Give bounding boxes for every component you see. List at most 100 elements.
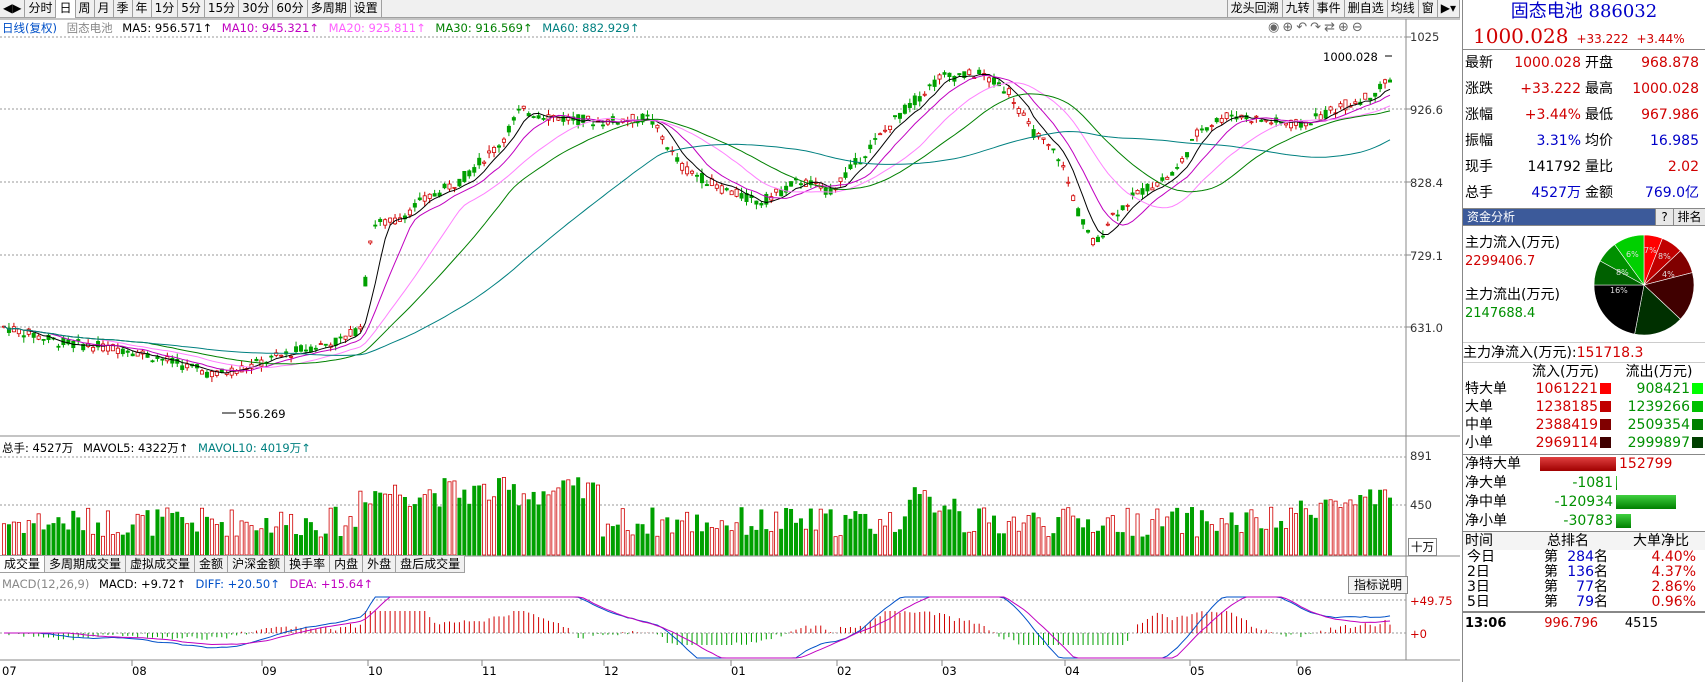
toolbar-right-button[interactable]: 均线 [1386, 0, 1418, 18]
candle [1026, 121, 1031, 125]
period-button[interactable]: 设置 [351, 0, 382, 18]
indicator-tab[interactable]: 盘后成交量 [396, 556, 466, 572]
volume-bar [1016, 530, 1021, 556]
quote-table: 最新 1000.028 开盘 968.878 涨跌 +33.222 最高 1000.028 涨幅… [1463, 50, 1705, 206]
flow-table: 特大单 1061221 908421 大单 1238185 1239266 中单 238841… [1463, 380, 1705, 452]
candle [1338, 103, 1343, 108]
volume-bar [516, 505, 521, 556]
rank-number: 284 [1567, 549, 1594, 565]
redo-icon[interactable]: ↷ [1310, 20, 1325, 35]
volume-bar [581, 498, 586, 556]
period-button[interactable]: 年 [133, 0, 152, 18]
period-button[interactable]: 季 [114, 0, 133, 18]
candle [16, 328, 21, 335]
period-button[interactable]: 5分 [178, 0, 205, 18]
pie-slice [1614, 234, 1645, 286]
net-flow-row: 净小单 -30783 [1463, 512, 1705, 531]
volume-bar [1279, 520, 1284, 556]
zoom-in-icon[interactable]: ⊕ [1337, 20, 1352, 35]
indicator-tab[interactable]: 多周期成交量 [45, 556, 127, 572]
toolbar-right-button[interactable]: 窗 [1417, 0, 1437, 18]
candle [734, 188, 739, 197]
volume-bar [1323, 499, 1328, 556]
indicator-tabs: 成交量 多周期成交量 虚拟成交量 金额 沪深金额 换手率 内盘 外盘 盘后成交量 [0, 555, 466, 573]
net-flow-row: 净大单 -1081 [1463, 474, 1705, 493]
volume-bar [388, 494, 393, 556]
volume-bar [1383, 489, 1388, 556]
toolbar-right-button[interactable]: 删自选 [1343, 0, 1387, 18]
flow-out: 2999897 [1613, 434, 1705, 452]
period-button[interactable]: 日 [56, 0, 76, 18]
period-button[interactable]: 分时 [25, 0, 57, 18]
kline-chart[interactable] [0, 0, 1462, 682]
main-net-value: 151718.3 [1576, 345, 1644, 361]
period-button[interactable]: 月 [95, 0, 114, 18]
volume-bar [1313, 517, 1318, 556]
toolbar-more-icon[interactable]: ▶▾ [1436, 0, 1460, 18]
volume-bar [110, 534, 115, 556]
candle [927, 84, 932, 87]
period-buttons: 分时日周月季年 1分 5分 15分 30分 60分 多周期 设置 [25, 0, 382, 18]
volume-bar [145, 510, 150, 556]
macd-axis-zero: +0 [1410, 627, 1427, 641]
indicator-help-button[interactable]: 指标说明 [1348, 576, 1409, 594]
move-icon[interactable]: ⇄ [1324, 20, 1338, 35]
kline-type-label[interactable]: 日线(复权) [2, 21, 57, 35]
rank-period: 3日 [1467, 579, 1490, 595]
period-button[interactable]: 30分 [239, 0, 274, 18]
indicator-tab[interactable]: 外盘 [363, 556, 397, 572]
volume-bar [91, 533, 96, 556]
volume-bar [234, 535, 239, 556]
indicator-tab[interactable]: 金额 [195, 556, 229, 572]
quote-row: 涨跌 +33.222 最高 1000.028 [1463, 76, 1705, 102]
toolbar-menu-arrow[interactable]: ◀▶ [0, 0, 26, 18]
candle [690, 170, 695, 174]
toolbar-right-button[interactable]: 事件 [1312, 0, 1344, 18]
candle [457, 178, 462, 187]
rank-prefix: 第 [1544, 564, 1558, 580]
volume-bar [506, 489, 511, 556]
period-button[interactable]: 60分 [273, 0, 308, 18]
candle [343, 335, 348, 340]
period-button[interactable]: 周 [76, 0, 95, 18]
toolbar-right-button[interactable]: 龙头回溯 [1226, 0, 1282, 18]
indicator-tab[interactable]: 沪深金额 [228, 556, 286, 572]
rank-ratio: 0.96% [1651, 594, 1696, 610]
volume-bar [1239, 532, 1244, 556]
index-name: 固态电池 [66, 21, 113, 35]
volume-bar [150, 535, 155, 556]
tick-time: 13:06 [1465, 616, 1507, 631]
fund-help-button[interactable]: ? [1655, 209, 1673, 225]
eye-icon[interactable]: ◉ [1268, 20, 1283, 35]
flow-row: 中单 2388419 2509354 [1463, 416, 1705, 434]
candle [249, 363, 254, 369]
zoom-out-icon[interactable]: ⊖ [1351, 20, 1366, 35]
candle [6, 327, 11, 333]
volume-bar [695, 514, 700, 556]
volume-bar [462, 489, 467, 556]
candle [199, 370, 204, 375]
volume-bar [1046, 536, 1051, 556]
candle [96, 341, 101, 348]
indicator-tab[interactable]: 内盘 [330, 556, 364, 572]
fund-rank-button[interactable]: 排名 [1673, 209, 1705, 225]
low-annotation: 556.269 [238, 407, 286, 421]
draw-icon[interactable]: ⊕ [1282, 20, 1297, 35]
candle [729, 190, 734, 196]
undo-icon[interactable]: ↶ [1296, 20, 1311, 35]
period-button[interactable]: 多周期 [308, 0, 351, 18]
indicator-tab[interactable]: 换手率 [285, 556, 331, 572]
period-button[interactable]: 15分 [205, 0, 240, 18]
period-button[interactable]: 1分 [152, 0, 179, 18]
volume-bar [962, 532, 967, 556]
indicator-tab[interactable]: 虚拟成交量 [126, 556, 196, 572]
volume-bar [170, 512, 175, 556]
volume-bar [482, 483, 487, 556]
volume-bar [96, 522, 101, 556]
candle [1219, 118, 1224, 123]
net-flow-bar [1540, 457, 1616, 471]
volume-bar [1274, 527, 1279, 556]
indicator-tab[interactable]: 成交量 [0, 556, 46, 572]
toolbar-right-button[interactable]: 九转 [1281, 0, 1313, 18]
volume-bar [615, 524, 620, 556]
